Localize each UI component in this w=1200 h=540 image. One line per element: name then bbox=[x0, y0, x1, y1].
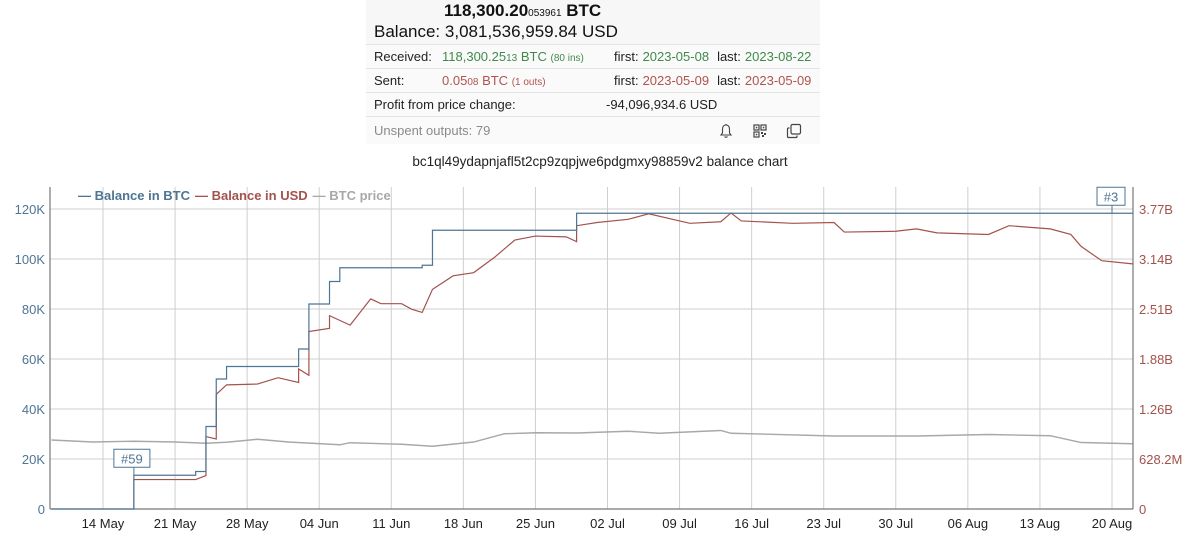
x-tick: 14 May bbox=[82, 516, 125, 531]
balance-btc: 118,300.20053961 BTC bbox=[366, 0, 820, 22]
annotation-flag[interactable]: #59 bbox=[113, 448, 151, 476]
y-right-tick: 1.26B bbox=[1139, 402, 1173, 417]
sent-first-label: first: bbox=[614, 73, 639, 88]
legend-usd-balance[interactable]: — Balance in USD bbox=[195, 188, 308, 203]
sent-unit: BTC bbox=[482, 73, 509, 88]
x-tick: 25 Jun bbox=[516, 516, 555, 531]
y-right-tick: 3.14B bbox=[1139, 252, 1173, 267]
copy-icon[interactable] bbox=[786, 123, 802, 139]
profit-row: Profit from price change: -94,096,934.6 … bbox=[366, 92, 820, 116]
y-right-tick: 1.88B bbox=[1139, 352, 1173, 367]
y-left-tick: 60K bbox=[22, 352, 45, 367]
balance-usd: Balance: 3,081,536,959.84 USD bbox=[366, 22, 820, 44]
action-icons bbox=[718, 123, 802, 139]
x-tick: 18 Jun bbox=[444, 516, 483, 531]
x-tick: 23 Jul bbox=[806, 516, 841, 531]
sent-last-label: last: bbox=[717, 73, 741, 88]
sent-count: (1 outs) bbox=[511, 77, 546, 88]
sent-row: Sent: 0.0508 BTC (1 outs) first: 2023-05… bbox=[366, 68, 820, 92]
y-left-tick: 20K bbox=[22, 452, 45, 467]
x-tick: 02 Jul bbox=[590, 516, 625, 531]
received-last-date: 2023-08-22 bbox=[744, 49, 812, 64]
y-left-tick: 0 bbox=[38, 502, 45, 517]
legend-btc-balance[interactable]: — Balance in BTC bbox=[78, 188, 191, 203]
x-tick: 11 Jun bbox=[372, 516, 410, 531]
received-amount-small: 13 bbox=[506, 53, 518, 64]
bell-icon[interactable] bbox=[718, 123, 734, 139]
y-right-tick: 3.77B bbox=[1139, 202, 1173, 217]
profit-label: Profit from price change: bbox=[374, 97, 516, 112]
balance-btc-small: 053961 bbox=[528, 8, 562, 19]
y-left-tick: 120K bbox=[15, 202, 46, 217]
annotation-label: #3 bbox=[1104, 189, 1118, 204]
y-right-tick: 0 bbox=[1139, 502, 1146, 517]
balance-usd-value: 3,081,536,959.84 USD bbox=[444, 22, 618, 41]
unspent-row: Unspent outputs: 79 bbox=[366, 116, 820, 144]
profit-value: -94,096,934.6 USD bbox=[606, 97, 718, 112]
balance-btc-unit: BTC bbox=[566, 1, 602, 20]
btc-balance-line bbox=[51, 212, 1133, 510]
received-first-date: 2023-05-08 bbox=[642, 49, 710, 64]
x-tick: 20 Aug bbox=[1092, 516, 1133, 531]
qr-code-icon[interactable] bbox=[752, 123, 768, 139]
received-amount-main: 118,300.25 bbox=[442, 49, 507, 64]
sent-amount: 0.0508 BTC (1 outs) bbox=[442, 73, 606, 88]
sent-label: Sent: bbox=[374, 73, 405, 88]
chart-title: bc1ql49ydapnjafl5t2cp9zqpjwe6pdgmxy98859… bbox=[412, 154, 788, 169]
x-tick: 06 Aug bbox=[948, 516, 989, 531]
address-summary: 118,300.20053961 BTC Balance: 3,081,536,… bbox=[366, 0, 820, 144]
y-left-tick: 80K bbox=[22, 302, 45, 317]
y-left-tick: 100K bbox=[15, 252, 46, 267]
sent-first-date: 2023-05-09 bbox=[642, 73, 710, 88]
received-first-label: first: bbox=[614, 49, 639, 64]
legend-btc-price[interactable]: — BTC price bbox=[313, 188, 391, 203]
x-tick: 30 Jul bbox=[878, 516, 913, 531]
sent-amount-small: 08 bbox=[467, 77, 479, 88]
sent-last-date: 2023-05-09 bbox=[744, 73, 812, 88]
received-last-label: last: bbox=[717, 49, 741, 64]
x-tick: 28 May bbox=[226, 516, 269, 531]
x-tick: 04 Jun bbox=[300, 516, 339, 531]
annotation-label: #59 bbox=[121, 451, 143, 466]
balance-chart[interactable]: 0 0 20K 628.2M 40K 1.26B 60K 1.88B 80K 2.51B 100K 3… bbox=[0, 180, 1200, 540]
received-unit: BTC bbox=[520, 49, 547, 64]
y-right-tick: 2.51B bbox=[1139, 302, 1173, 317]
chart-legend: — Balance in BTC — Balance in USD — BTC pr… bbox=[78, 188, 391, 203]
x-tick: 21 May bbox=[154, 516, 197, 531]
y-left-tick: 40K bbox=[22, 402, 45, 417]
x-tick: 16 Jul bbox=[734, 516, 769, 531]
sent-amount-main: 0.05 bbox=[442, 73, 468, 88]
annotation-flag[interactable]: #3 bbox=[1096, 186, 1126, 214]
x-tick: 09 Jul bbox=[662, 516, 697, 531]
btc-price-line bbox=[51, 429, 1133, 447]
received-amount: 118,300.2513 BTC (80 ins) bbox=[442, 49, 606, 64]
usd-balance-line bbox=[133, 212, 1133, 509]
received-label: Received: bbox=[374, 49, 432, 64]
unspent-outputs: Unspent outputs: 79 bbox=[374, 123, 491, 138]
received-count: (80 ins) bbox=[550, 53, 584, 64]
received-row: Received: 118,300.2513 BTC (80 ins) firs… bbox=[366, 44, 820, 68]
balance-usd-label: Balance: bbox=[374, 22, 441, 41]
x-tick: 13 Aug bbox=[1020, 516, 1061, 531]
y-right-tick: 628.2M bbox=[1139, 452, 1182, 467]
balance-btc-main: 118,300.20 bbox=[444, 1, 529, 20]
